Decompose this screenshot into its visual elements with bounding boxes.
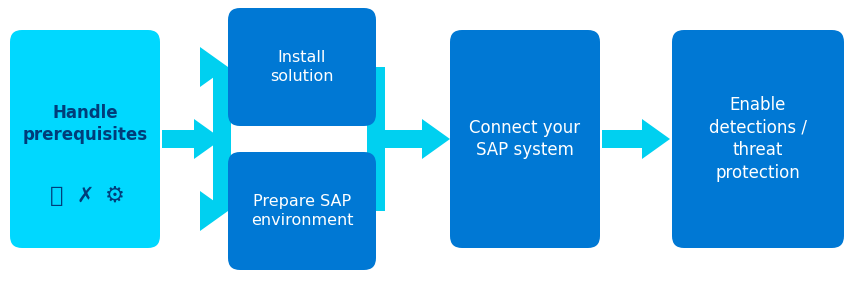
FancyBboxPatch shape [228,8,376,126]
Text: Connect your
SAP system: Connect your SAP system [469,118,581,159]
Polygon shape [194,119,222,159]
Bar [200,202,213,220]
Polygon shape [422,119,450,159]
FancyBboxPatch shape [450,30,600,248]
Polygon shape [642,119,670,159]
Text: ✗: ✗ [76,186,94,206]
Text: Prepare SAP
environment: Prepare SAP environment [251,194,353,228]
Bar [602,130,642,148]
Bar [200,58,213,76]
Text: Enable
detections /
threat
protection: Enable detections / threat protection [709,96,807,182]
Polygon shape [200,191,228,231]
FancyBboxPatch shape [228,152,376,270]
FancyBboxPatch shape [10,30,160,248]
Text: Install
solution: Install solution [270,50,333,84]
Bar [367,67,385,211]
Text: ⚙: ⚙ [105,186,125,206]
Bar [213,67,231,211]
Bar [162,130,194,148]
Text: ⛨: ⛨ [50,186,63,206]
Bar [385,130,422,148]
Polygon shape [200,47,228,87]
Text: Handle
prerequisites: Handle prerequisites [22,103,148,144]
FancyBboxPatch shape [672,30,844,248]
